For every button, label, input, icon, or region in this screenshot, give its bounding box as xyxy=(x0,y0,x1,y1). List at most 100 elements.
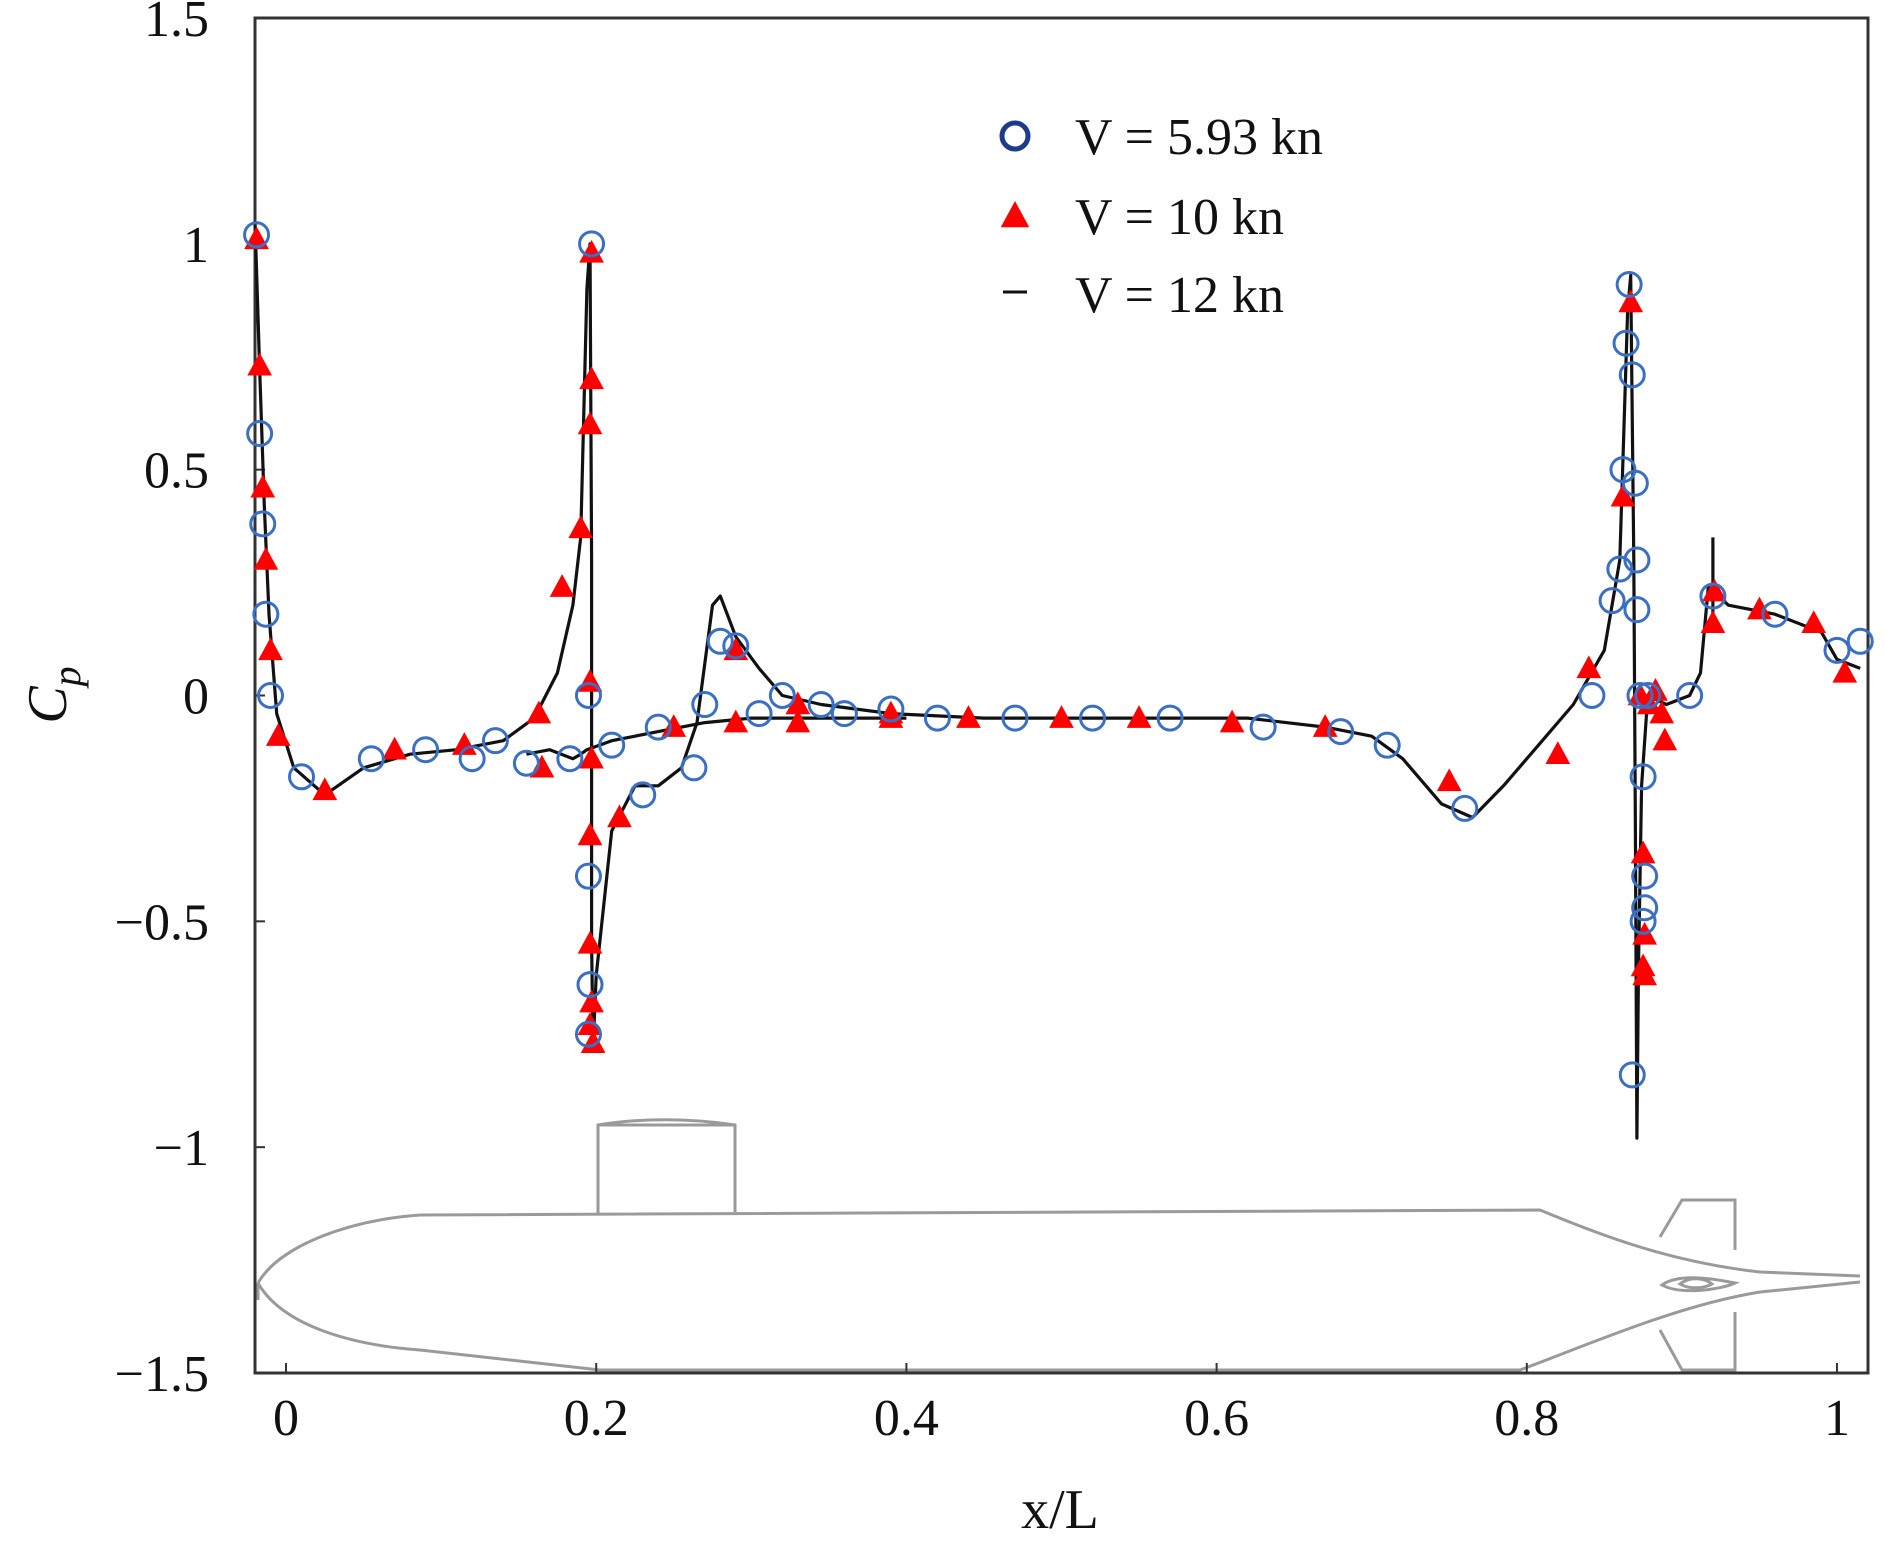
circle-marker xyxy=(288,763,316,791)
triangle-marker xyxy=(1700,610,1726,633)
circle-marker xyxy=(574,862,602,890)
series-marker-layer xyxy=(243,221,1874,1089)
circle-marker xyxy=(877,695,905,723)
circle-marker xyxy=(1676,682,1704,709)
legend-label: V = 10 kn xyxy=(1075,189,1284,246)
upper-fin xyxy=(1658,1198,1737,1250)
circle-marker xyxy=(1615,270,1643,298)
triangle-marker xyxy=(579,366,604,390)
triangle-marker xyxy=(526,700,552,724)
triangle-marker xyxy=(1610,483,1636,507)
legend-label: V = 5.93 kn xyxy=(1075,109,1323,166)
circle-marker xyxy=(1373,731,1401,759)
triangle-marker xyxy=(723,709,749,733)
circle-marker xyxy=(1327,718,1355,746)
circle-marker xyxy=(1823,636,1851,664)
circle-marker xyxy=(722,632,750,660)
circle-marker xyxy=(246,420,274,448)
circle-marker xyxy=(1618,361,1646,389)
circle-marker xyxy=(512,749,540,777)
triangle-marker xyxy=(1832,659,1858,683)
circle-marker xyxy=(598,731,626,759)
hull-lower-contour xyxy=(256,1280,1861,1372)
triangle-marker xyxy=(579,989,604,1013)
triangle-marker xyxy=(1049,705,1074,728)
x-tick-label: 0.4 xyxy=(874,1390,939,1447)
circle-marker xyxy=(807,691,835,719)
circle-marker xyxy=(745,700,773,728)
x-tick-label: 0 xyxy=(273,1390,299,1447)
circle-marker xyxy=(1761,600,1789,628)
circle-marker xyxy=(691,691,719,719)
circle-marker xyxy=(1626,682,1654,709)
y-tick-label: −1 xyxy=(154,1120,209,1177)
triangle-marker xyxy=(577,822,603,846)
y-axis-label: Cp xyxy=(17,666,89,723)
circle-marker xyxy=(1623,596,1651,624)
x-tick-label: 1 xyxy=(1824,1390,1850,1447)
circle-marker xyxy=(1612,329,1640,357)
circle-marker xyxy=(706,627,734,655)
triangle-marker xyxy=(1436,768,1462,792)
triangle-marker xyxy=(577,930,603,954)
triangle-marker xyxy=(258,637,283,661)
triangle-marker xyxy=(253,547,279,570)
hull-upper-contour xyxy=(256,1208,1861,1284)
triangle-marker xyxy=(878,705,904,728)
triangle-marker xyxy=(1618,289,1644,313)
circle-marker xyxy=(1079,704,1107,732)
x-axis-label: x/L xyxy=(1021,1479,1099,1541)
circle-marker xyxy=(574,1020,602,1048)
circle-marker xyxy=(1623,546,1651,574)
triangle-marker xyxy=(1652,727,1678,751)
y-tick-label: 0 xyxy=(183,669,209,726)
triangle-marker xyxy=(1576,655,1602,679)
triangle-marker xyxy=(1630,953,1656,977)
submarine-hull-outline xyxy=(256,1118,1861,1372)
triangle-marker xyxy=(1649,700,1675,724)
circle-marker xyxy=(357,745,385,773)
triangle-marker xyxy=(1632,962,1658,986)
circle-marker xyxy=(574,682,602,709)
circle-marker xyxy=(556,745,584,773)
circle-marker xyxy=(644,713,672,741)
triangle-marker xyxy=(382,736,407,760)
circle-marker xyxy=(923,704,951,732)
circle-marker xyxy=(1156,704,1184,732)
circle-marker xyxy=(576,971,604,999)
y-tick-label: 1.5 xyxy=(144,0,209,48)
circle-marker xyxy=(249,510,277,538)
x-tick-label: 0.2 xyxy=(564,1390,629,1447)
circle-marker xyxy=(252,600,280,628)
y-axis-label-main: C xyxy=(17,686,79,724)
y-tick-label: 0.5 xyxy=(144,443,209,500)
y-axis-label-text: Cp xyxy=(17,666,89,723)
triangle-marker xyxy=(1801,610,1827,633)
x-tick-label: 0.8 xyxy=(1494,1390,1559,1447)
legend-label: V = 12 kn xyxy=(1075,267,1284,324)
circle-marker xyxy=(1001,704,1029,732)
triangle-marker xyxy=(247,352,273,376)
circle-marker xyxy=(257,682,285,709)
circle-marker xyxy=(481,727,509,755)
circle-marker xyxy=(1631,894,1659,922)
triangle-marker xyxy=(1643,677,1668,701)
circle-marker xyxy=(680,754,708,782)
triangle-marker xyxy=(956,705,981,728)
circle-marker xyxy=(1846,627,1874,655)
triangle-marker xyxy=(250,474,276,498)
circle-marker xyxy=(830,700,858,728)
circle-marker xyxy=(1578,682,1606,709)
triangle-marker xyxy=(549,574,575,597)
circle-marker xyxy=(1699,582,1727,610)
circle-marker xyxy=(1631,862,1659,890)
triangle-marker xyxy=(661,714,687,737)
circle-marker xyxy=(458,745,486,773)
triangle-marker xyxy=(1126,705,1152,728)
propeller-blade xyxy=(1677,1277,1715,1290)
circle-marker xyxy=(1451,794,1479,822)
triangle-marker xyxy=(1312,714,1338,737)
triangle-marker xyxy=(785,709,811,733)
